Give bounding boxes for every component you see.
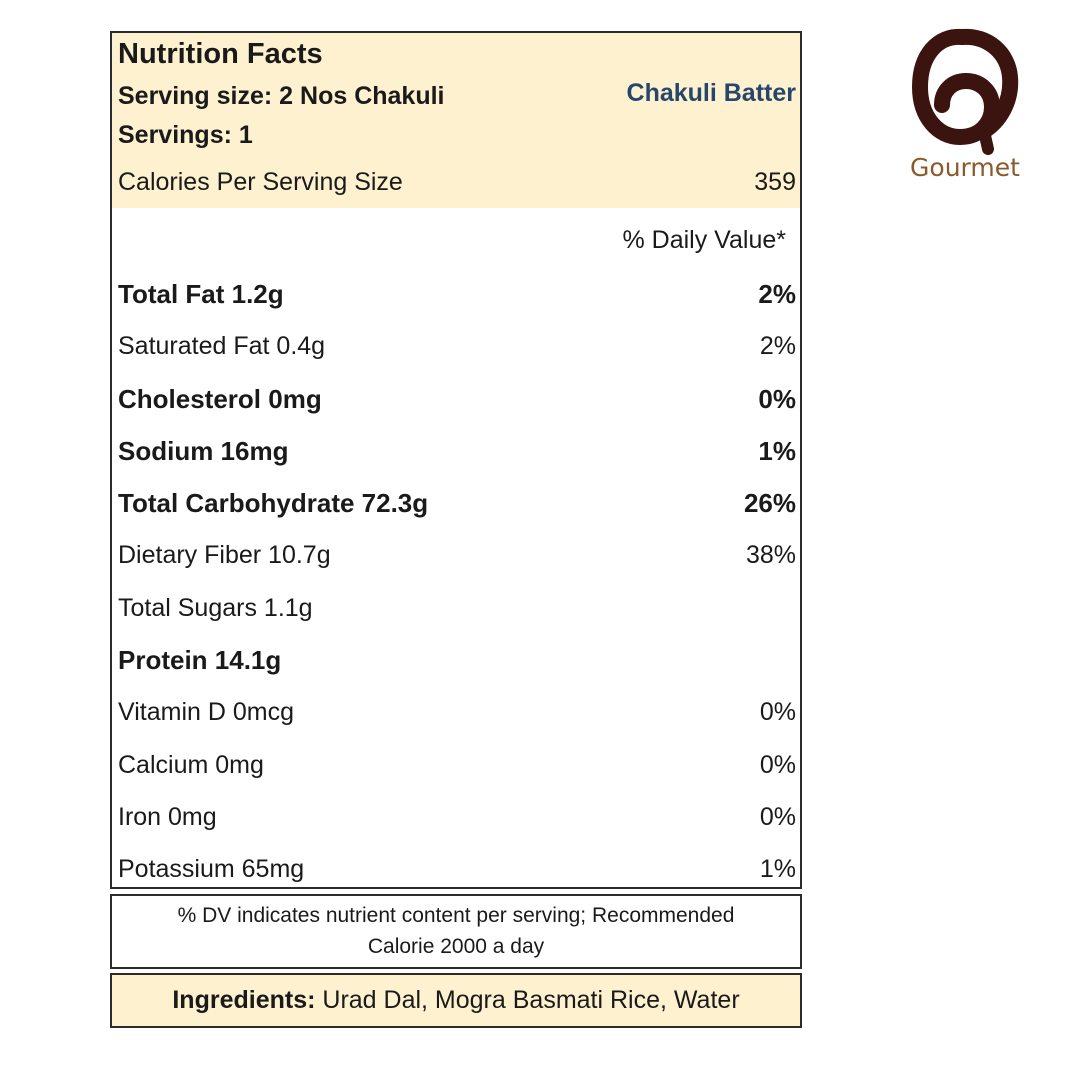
nutrient-daily-value: 0% <box>759 802 796 831</box>
nutrient-row: Potassium 65mg 1% <box>112 843 800 895</box>
nutrient-daily-value: 0% <box>759 750 796 779</box>
nutrient-row: Total Fat 1.2g 2% <box>112 268 800 320</box>
nutrient-name: Potassium 65mg <box>118 855 305 884</box>
logo-text: Gourmet <box>910 153 1020 182</box>
nutrient-name: Protein 14.1g <box>118 645 282 676</box>
product-name: Chakuli Batter <box>626 79 796 107</box>
nutrient-row: Total Carbohydrate 72.3g 26% <box>112 477 800 529</box>
nutrient-row: Calcium 0mg 0% <box>112 739 800 791</box>
nutrition-label: Nutrition Facts Serving size: 2 Nos Chak… <box>110 31 802 889</box>
nutrient-name: Total Fat 1.2g <box>118 279 284 309</box>
nutrient-name: Saturated Fat 0.4g <box>118 332 326 361</box>
nutrient-name: Vitamin D 0mcg <box>118 698 294 727</box>
nutrient-name: Total Sugars 1.1g <box>118 593 313 622</box>
nutrient-daily-value: 26% <box>743 488 796 519</box>
nutrient-name: Sodium 16mg <box>118 435 289 466</box>
label-header: Nutrition Facts Serving size: 2 Nos Chak… <box>112 33 800 208</box>
nutrient-daily-value: 38% <box>745 541 796 570</box>
nutrient-daily-value: 0% <box>758 383 796 414</box>
nutrient-rows: Total Fat 1.2g 2% Saturated Fat 0.4g 2% Chol… <box>112 268 800 896</box>
nutrient-row: Saturated Fat 0.4g 2% <box>112 320 800 372</box>
footnote-line-1: % DV indicates nutrient content per serv… <box>177 904 735 927</box>
brand-logo: Gourmet <box>900 25 1030 195</box>
nutrient-row: Sodium 16mg 1% <box>112 425 800 477</box>
nutrient-row: Dietary Fiber 10.7g 38% <box>112 529 800 581</box>
label-title: Nutrition Facts <box>118 38 323 70</box>
serving-size: Serving size: 2 Nos Chakuli <box>118 82 445 110</box>
footnote-line-2: Calorie 2000 a day <box>367 935 545 958</box>
nutrient-row: Iron 0mg 0% <box>112 791 800 843</box>
daily-value-footnote: % DV indicates nutrient content per serv… <box>110 894 802 969</box>
daily-value-header: % Daily Value* <box>622 226 786 254</box>
nutrient-row: Total Sugars 1.1g <box>112 582 800 634</box>
nutrient-daily-value: 2% <box>758 279 796 309</box>
servings: Servings: 1 <box>118 121 253 149</box>
calories-label: Calories Per Serving Size <box>118 168 403 196</box>
ingredients-label: Ingredients: <box>172 986 316 1014</box>
nutrient-daily-value: 2% <box>759 332 796 361</box>
nutrient-name: Calcium 0mg <box>118 750 264 779</box>
nutrient-daily-value: 1% <box>758 435 796 466</box>
calories-value: 359 <box>754 168 796 196</box>
nutrient-row: Protein 14.1g <box>112 634 800 686</box>
nutrient-row: Vitamin D 0mcg 0% <box>112 686 800 738</box>
nutrient-daily-value: 0% <box>759 698 796 727</box>
ingredients-text: Urad Dal, Mogra Basmati Rice, Water <box>322 986 740 1014</box>
nutrient-name: Cholesterol 0mg <box>118 383 322 414</box>
nutrient-name: Dietary Fiber 10.7g <box>118 541 331 570</box>
nutrient-daily-value: 1% <box>759 855 796 884</box>
nutrient-name: Iron 0mg <box>118 802 217 831</box>
nutrient-name: Total Carbohydrate 72.3g <box>118 488 429 519</box>
logo-mark-icon <box>911 28 1019 155</box>
nutrient-row: Cholesterol 0mg 0% <box>112 373 800 425</box>
ingredients-box: Ingredients: Urad Dal, Mogra Basmati Ric… <box>110 973 802 1028</box>
